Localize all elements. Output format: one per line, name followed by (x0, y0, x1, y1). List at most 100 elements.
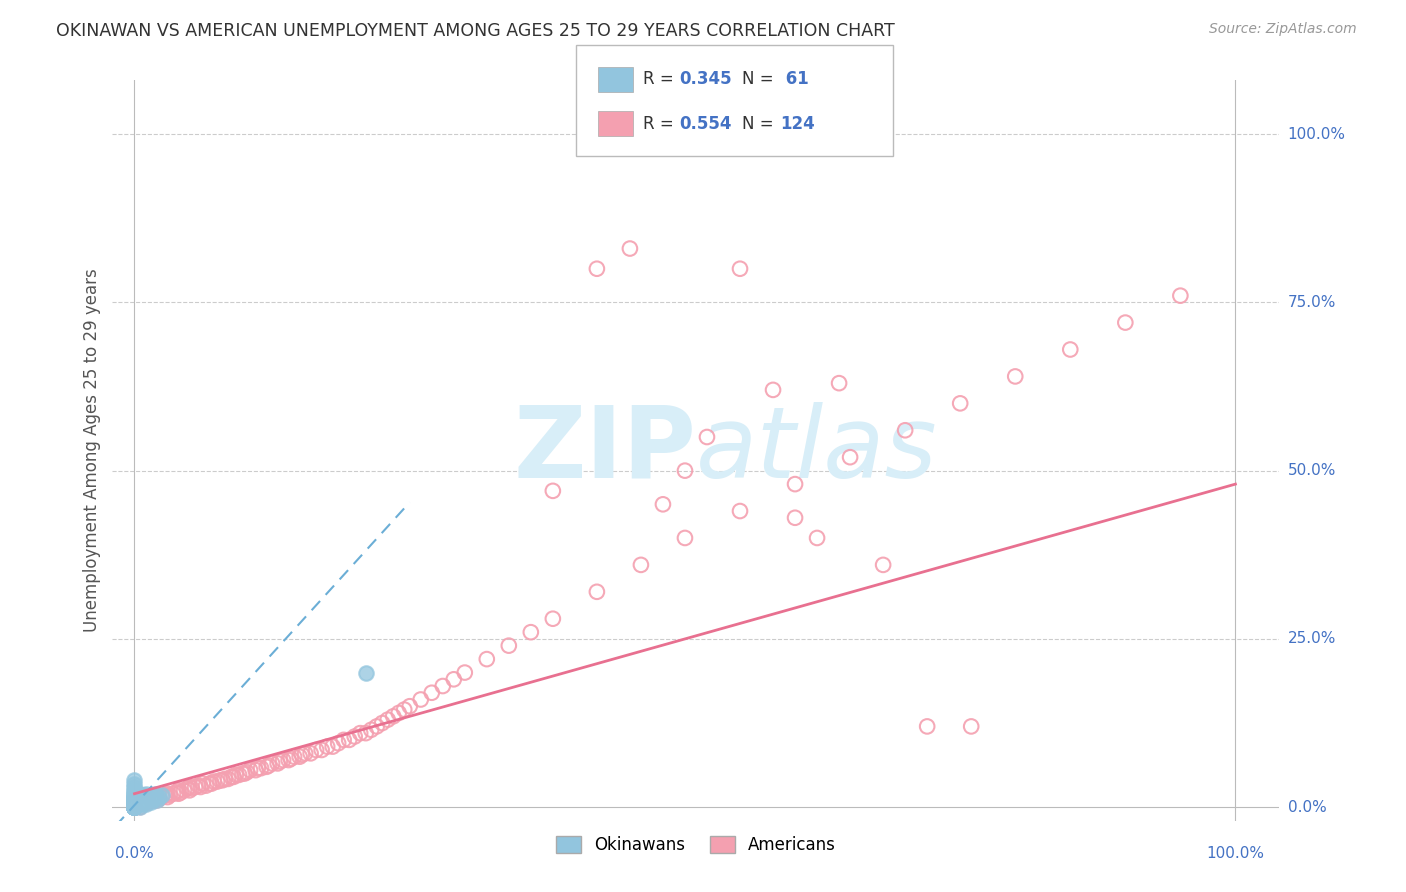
Point (145, 793, 167, 807)
Point (124, 793, 146, 807)
Point (257, 758, 280, 772)
Point (170, 785, 193, 799)
Point (728, 261, 751, 276)
Point (283, 749, 305, 764)
Point (294, 747, 316, 761)
Point (124, 797, 146, 811)
Point (132, 795, 155, 809)
Text: atlas: atlas (696, 402, 938, 499)
Point (498, 639, 520, 653)
Text: N =: N = (742, 70, 779, 88)
Point (828, 376, 851, 391)
Point (262, 756, 284, 771)
Point (136, 795, 159, 809)
Y-axis label: Unemployment Among Ages 25 to 29 years: Unemployment Among Ages 25 to 29 years (83, 268, 101, 632)
Point (129, 787, 152, 801)
Text: OKINAWAN VS AMERICAN UNEMPLOYMENT AMONG AGES 25 TO 29 YEARS CORRELATION CHART: OKINAWAN VS AMERICAN UNEMPLOYMENT AMONG … (56, 22, 896, 40)
Point (420, 686, 443, 700)
Point (124, 800, 146, 814)
Point (124, 773, 146, 788)
Point (124, 800, 146, 814)
Text: 75.0%: 75.0% (1288, 295, 1336, 310)
Point (280, 752, 302, 766)
Point (124, 795, 146, 809)
Point (225, 768, 247, 782)
Point (250, 761, 273, 775)
Point (316, 739, 339, 754)
Point (839, 450, 862, 465)
Point (124, 800, 146, 814)
Point (894, 423, 917, 437)
Text: N =: N = (742, 115, 779, 133)
Point (124, 800, 146, 814)
Point (205, 774, 228, 789)
Point (124, 800, 146, 814)
Text: 0.554: 0.554 (679, 115, 731, 133)
Point (354, 726, 377, 740)
Point (398, 699, 420, 714)
Point (271, 753, 294, 767)
Point (217, 772, 239, 786)
Point (762, 383, 785, 397)
Point (202, 774, 225, 789)
Point (139, 788, 162, 802)
Point (139, 795, 162, 809)
Point (475, 652, 498, 666)
Point (328, 736, 350, 750)
Text: R =: R = (643, 115, 679, 133)
Point (454, 665, 477, 680)
Point (124, 791, 146, 805)
Point (159, 788, 181, 802)
Point (200, 776, 222, 791)
Point (228, 768, 250, 782)
Point (872, 558, 894, 572)
Point (332, 732, 354, 747)
Point (187, 779, 209, 793)
Point (139, 793, 162, 807)
Point (132, 792, 155, 806)
Point (124, 785, 146, 799)
Point (148, 790, 170, 805)
Point (124, 796, 146, 810)
Point (124, 793, 146, 807)
Point (728, 504, 751, 518)
Point (191, 776, 214, 791)
Point (136, 793, 159, 807)
Point (131, 797, 153, 811)
Point (124, 800, 146, 814)
Point (124, 800, 146, 814)
Point (190, 780, 212, 794)
Point (145, 793, 167, 807)
Point (541, 612, 564, 626)
Point (432, 679, 454, 693)
Point (156, 790, 179, 805)
Point (783, 510, 806, 524)
Point (520, 625, 543, 640)
Point (139, 792, 162, 806)
Point (148, 792, 170, 806)
Point (673, 464, 696, 478)
Point (124, 795, 146, 809)
Point (134, 793, 156, 807)
Point (184, 780, 207, 794)
Point (138, 790, 160, 805)
Point (143, 793, 166, 807)
Point (305, 743, 328, 757)
Point (124, 790, 146, 805)
Point (145, 787, 167, 801)
Point (124, 800, 146, 814)
Point (129, 793, 152, 807)
Point (180, 781, 202, 796)
Text: 100.0%: 100.0% (1288, 127, 1346, 142)
Point (143, 792, 166, 806)
Point (236, 765, 259, 780)
Point (366, 719, 388, 733)
Point (124, 776, 146, 791)
Point (167, 783, 190, 797)
Text: 61: 61 (780, 70, 808, 88)
Point (134, 793, 156, 807)
Point (541, 483, 564, 498)
Point (150, 788, 173, 802)
Point (586, 584, 609, 599)
Point (377, 713, 399, 727)
